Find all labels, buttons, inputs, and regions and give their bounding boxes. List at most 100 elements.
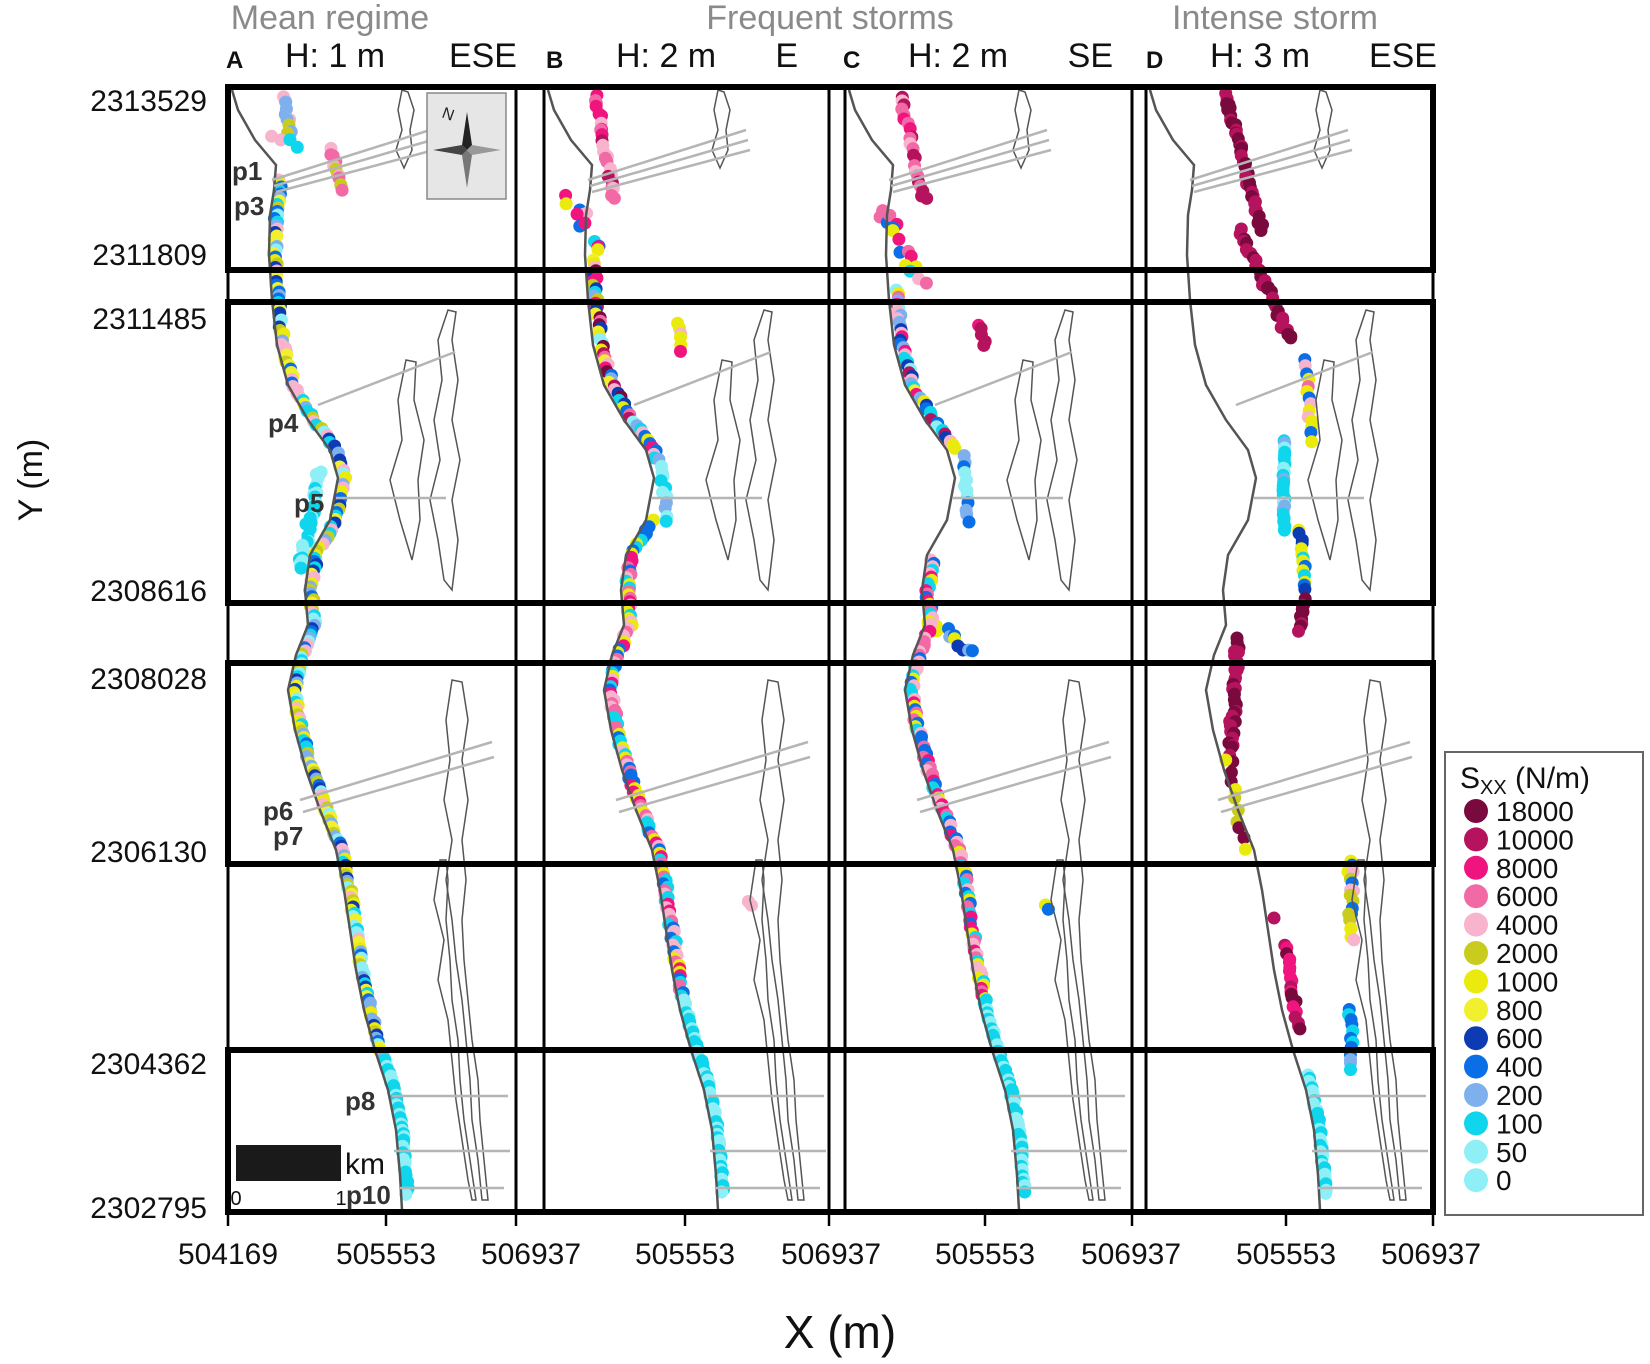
x-tick-label: 505553	[336, 1238, 436, 1271]
x-tick-label: 505553	[635, 1238, 735, 1271]
data-point-b	[607, 191, 621, 205]
zone-frame	[225, 299, 1436, 606]
legend-label: 1000	[1496, 966, 1558, 997]
data-point-c	[919, 276, 933, 290]
x-tick-label: 506937	[781, 1238, 881, 1271]
lagoon-outline	[395, 89, 415, 170]
legend-label: 100	[1496, 1108, 1543, 1139]
data-point-d	[1254, 224, 1268, 237]
data-point-a	[399, 1187, 413, 1201]
profile-line	[275, 148, 435, 194]
data-point-d	[1304, 426, 1318, 439]
legend-title: SXX (N/m)	[1460, 762, 1590, 799]
data-point-d	[1305, 435, 1319, 449]
data-point-a	[290, 140, 304, 154]
north-arrow-icon: N	[426, 92, 507, 200]
data-point-d	[1277, 523, 1291, 537]
lagoon-outline	[749, 859, 793, 1201]
profile-line	[916, 740, 1110, 802]
lagoon-outline	[1361, 679, 1407, 1201]
scale-bar	[236, 1145, 341, 1181]
profile-line	[1217, 740, 1411, 802]
legend-swatch	[1464, 855, 1488, 880]
lagoon-outline	[1313, 89, 1333, 170]
profile-line	[892, 148, 1052, 194]
legend-label: 2000	[1496, 938, 1558, 969]
profile-label-p10: p10	[346, 1180, 391, 1210]
y-tick-label: 2306130	[90, 836, 207, 869]
lagoon-outline	[433, 859, 477, 1201]
legend-label: 8000	[1496, 853, 1558, 884]
lagoon-outline	[1060, 679, 1106, 1201]
lagoon-outline	[1347, 309, 1379, 592]
panel-letter-b: B	[546, 47, 563, 74]
panel-direction-b: E	[775, 37, 798, 75]
legend-label: 400	[1496, 1052, 1543, 1083]
data-point-a	[294, 561, 308, 575]
shoreline	[1148, 89, 1322, 1211]
profile-line	[615, 740, 809, 802]
profile-label-p6: p6	[263, 796, 293, 826]
panel-letter-c: C	[843, 47, 860, 74]
lagoon-outline	[389, 359, 425, 561]
y-tick-label: 2302795	[90, 1192, 207, 1225]
zone-frame	[225, 1047, 1436, 1215]
legend-label: 800	[1496, 995, 1543, 1026]
data-point-d	[1347, 933, 1361, 947]
profile-line	[1220, 755, 1413, 814]
legend-label: 6000	[1496, 881, 1558, 912]
legend-label: 50	[1496, 1137, 1527, 1168]
scale-bar-start: 0	[230, 1188, 241, 1210]
lagoon-outline	[443, 679, 489, 1201]
legend-swatch	[1464, 799, 1488, 823]
shoreline	[847, 89, 1021, 1211]
profile-line	[919, 755, 1112, 814]
data-point-a	[335, 183, 349, 197]
x-tick-label: 505553	[1236, 1238, 1336, 1271]
shoreline	[230, 89, 404, 1211]
profile-line	[890, 138, 1050, 188]
legend-swatch	[1464, 1111, 1488, 1136]
panel-direction-c: SE	[1068, 37, 1113, 75]
data-point-b	[591, 243, 605, 257]
data-point-b	[674, 344, 687, 358]
lagoon-outline	[1046, 309, 1078, 592]
scenario-title-frequent-storms: Frequent storms	[706, 0, 954, 37]
scale-bar-end: 1	[335, 1188, 346, 1210]
y-tick-label: 2311809	[92, 239, 207, 272]
y-axis-label: Y (m)	[12, 439, 50, 521]
panel-wave-height-b: H: 2 m	[616, 37, 716, 75]
profile-line	[934, 350, 1073, 407]
lagoon-outline	[1012, 89, 1032, 170]
profile-line	[618, 755, 811, 814]
y-tick-label: 2304362	[90, 1048, 207, 1081]
profile-line	[589, 138, 749, 188]
data-point-d	[1293, 1022, 1307, 1036]
shoreline	[546, 89, 720, 1211]
data-point-d	[1319, 1186, 1333, 1200]
data-point-d	[1232, 821, 1246, 835]
x-tick-label: 506937	[1081, 1238, 1181, 1271]
scatter-points-layer	[265, 86, 1361, 1201]
data-point-c	[977, 338, 991, 352]
y-tick-label: 2311485	[92, 303, 207, 336]
legend-swatch	[1464, 1083, 1488, 1107]
legend-swatch	[1464, 1168, 1488, 1193]
profile-label-p5: p5	[294, 488, 324, 518]
data-point-d	[1267, 911, 1281, 925]
panel-direction-a: ESE	[449, 37, 517, 75]
panel-letter-d: D	[1146, 47, 1163, 74]
profile-line	[273, 138, 433, 188]
profile-label-p3: p3	[234, 191, 264, 221]
profile-line	[1189, 128, 1349, 182]
profile-line	[1235, 350, 1374, 407]
data-point-b	[559, 197, 573, 211]
data-point-c	[1041, 902, 1055, 916]
profile-label-p7: p7	[273, 821, 303, 851]
legend-label: 0	[1496, 1165, 1512, 1196]
panel-letter-a: A	[226, 47, 243, 74]
data-point-c	[948, 441, 962, 455]
legend-label: 200	[1496, 1080, 1543, 1111]
panel-wave-height-a: H: 1 m	[285, 37, 385, 75]
zone-frame	[225, 84, 1436, 273]
